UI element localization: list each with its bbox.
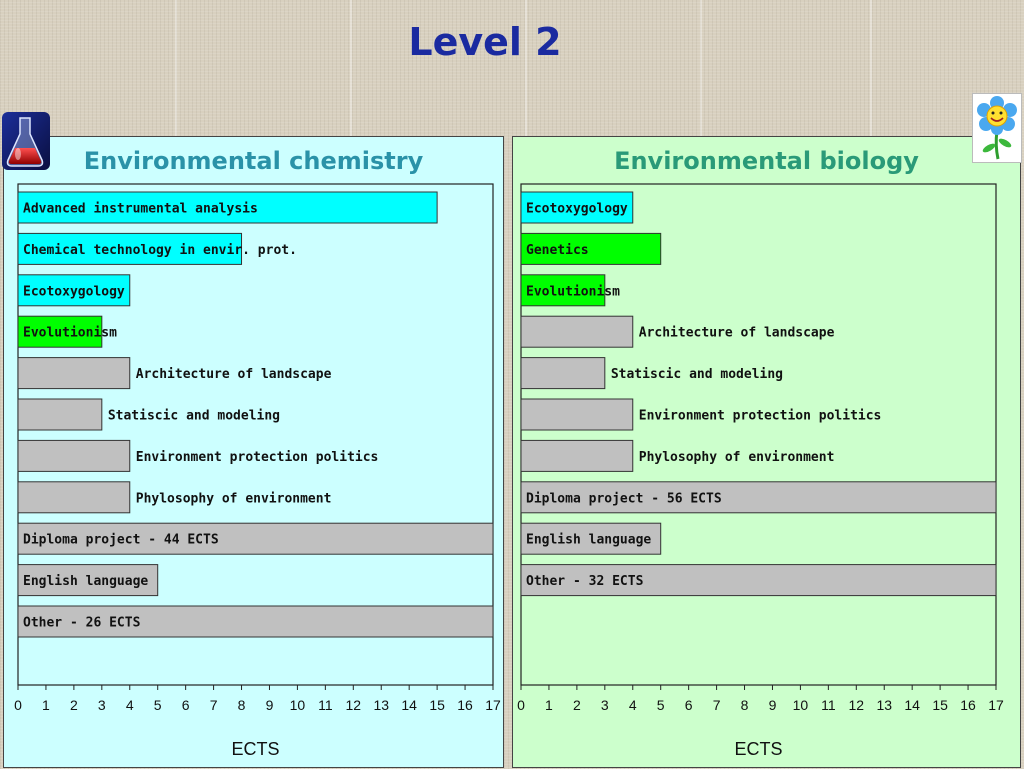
bar-label: Architecture of landscape xyxy=(136,367,332,382)
bar-label: Diploma project - 44 ECTS xyxy=(23,533,219,548)
x-tick-label: 17 xyxy=(485,697,501,713)
background-seam xyxy=(870,0,872,140)
bar-label: Architecture of landscape xyxy=(639,326,835,341)
x-tick-label: 4 xyxy=(629,697,637,713)
bar-label: English language xyxy=(526,533,651,548)
x-tick-label: 0 xyxy=(14,697,22,713)
chemistry-panel: Environmental chemistry 0 1 2 3 4 5 6 7 8 9 10 11 12… xyxy=(3,136,504,768)
x-tick-label: 2 xyxy=(70,697,78,713)
bar-label: English language xyxy=(23,574,148,589)
x-tick-label: 2 xyxy=(573,697,581,713)
plot-area xyxy=(520,183,997,686)
bar xyxy=(520,191,634,224)
bar-label: Ecotoxygology xyxy=(23,284,125,299)
bar xyxy=(520,398,634,431)
bar xyxy=(520,564,997,597)
bar xyxy=(17,398,103,431)
x-tick-label: 15 xyxy=(932,697,948,713)
bar-label: Chemical technology in envir. prot. xyxy=(23,243,297,258)
background-seam xyxy=(175,0,177,140)
bar xyxy=(17,522,494,555)
x-tick-label: 9 xyxy=(769,697,777,713)
bar xyxy=(520,439,634,472)
x-tick-label: 11 xyxy=(318,697,333,713)
x-tick-label: 1 xyxy=(545,697,553,713)
x-tick-label: 12 xyxy=(849,697,865,713)
x-tick-label: 4 xyxy=(126,697,134,713)
x-tick-label: 7 xyxy=(210,697,218,713)
x-tick-label: 16 xyxy=(457,697,473,713)
x-tick-label: 7 xyxy=(713,697,721,713)
x-tick-label: 6 xyxy=(685,697,693,713)
bar xyxy=(17,191,438,224)
chemistry-chart-title: Environmental chemistry xyxy=(83,147,424,175)
x-tick-label: 8 xyxy=(741,697,749,713)
x-tick-label: 11 xyxy=(821,697,836,713)
bar xyxy=(520,232,662,265)
bar xyxy=(520,481,997,514)
plot-area xyxy=(17,183,494,686)
bar xyxy=(17,357,131,390)
x-tick-label: 9 xyxy=(266,697,274,713)
x-axis-title: ECTS xyxy=(231,739,279,759)
bar-label: Environment protection politics xyxy=(136,450,379,465)
bar-label: Genetics xyxy=(526,243,589,258)
x-tick-label: 13 xyxy=(373,697,389,713)
bar xyxy=(520,315,634,348)
smiling-flower-icon xyxy=(972,93,1022,163)
x-tick-label: 12 xyxy=(346,697,362,713)
bar-label: Phylosophy of environment xyxy=(136,491,332,506)
x-tick-label: 14 xyxy=(401,697,417,713)
background-seam xyxy=(525,0,527,140)
x-tick-label: 10 xyxy=(793,697,809,713)
bar-label: Ecotoxygology xyxy=(526,202,628,217)
bar-label: Evolutionism xyxy=(23,326,117,341)
biology-panel: Environmental biology 0 1 2 3 4 5 6 7 8 9 10 11 12 13… xyxy=(512,136,1021,768)
biology-chart: 0 1 2 3 4 5 6 7 8 9 10 11 12 13 14 15 16 17ECTSEcotoxygol… xyxy=(517,183,1004,759)
bar xyxy=(17,481,131,514)
x-tick-label: 1 xyxy=(42,697,50,713)
bar-label: Statiscic and modeling xyxy=(108,409,280,424)
chemistry-flask-icon xyxy=(0,110,52,172)
x-tick-label: 16 xyxy=(960,697,976,713)
x-tick-label: 0 xyxy=(517,697,525,713)
background-seam xyxy=(700,0,702,140)
bar xyxy=(17,605,494,638)
bar xyxy=(520,274,606,307)
x-tick-label: 13 xyxy=(876,697,892,713)
bar-label: Evolutionism xyxy=(526,284,620,299)
bar-label: Environment protection politics xyxy=(639,409,882,424)
bar-label: Statiscic and modeling xyxy=(611,367,783,382)
bar-label: Phylosophy of environment xyxy=(639,450,835,465)
x-axis-title: ECTS xyxy=(734,739,782,759)
bar xyxy=(17,315,103,348)
x-tick-label: 8 xyxy=(238,697,246,713)
bar-label: Other - 32 ECTS xyxy=(526,574,644,589)
bar xyxy=(17,232,243,265)
x-tick-label: 14 xyxy=(904,697,920,713)
x-tick-label: 5 xyxy=(657,697,665,713)
slide-title: Level 2 xyxy=(408,20,562,64)
bar xyxy=(520,522,662,555)
bar xyxy=(17,274,131,307)
bar-label: Diploma project - 56 ECTS xyxy=(526,491,722,506)
bar-label: Other - 26 ECTS xyxy=(23,616,141,631)
bar xyxy=(17,439,131,472)
x-tick-label: 6 xyxy=(182,697,190,713)
x-tick-label: 10 xyxy=(290,697,306,713)
bar xyxy=(520,357,606,390)
background-seam xyxy=(350,0,352,140)
x-tick-label: 17 xyxy=(988,697,1004,713)
x-tick-label: 3 xyxy=(98,697,106,713)
bar xyxy=(17,564,159,597)
x-tick-label: 3 xyxy=(601,697,609,713)
bar-label: Advanced instrumental analysis xyxy=(23,202,258,217)
biology-chart-title: Environmental biology xyxy=(614,147,919,175)
x-tick-label: 5 xyxy=(154,697,162,713)
x-tick-label: 15 xyxy=(429,697,445,713)
